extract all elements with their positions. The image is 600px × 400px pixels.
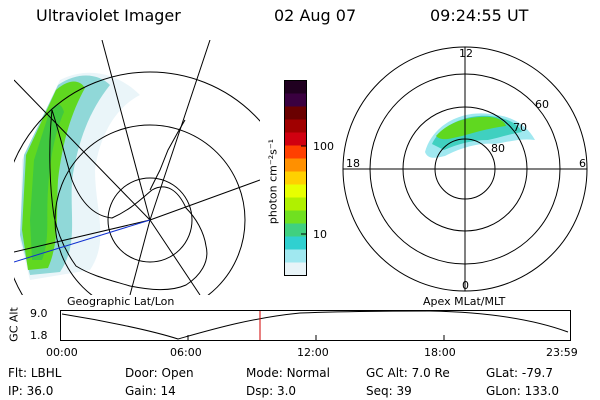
colorbar-band [284, 171, 307, 185]
mlat-label-60: 60 [535, 98, 549, 111]
colorbar-band [284, 236, 307, 250]
colorbar-band [284, 93, 307, 107]
colorbar-band [284, 158, 307, 172]
altitude-ylabel: GC Alt [7, 307, 21, 342]
info-mode: Mode: Normal [246, 366, 330, 380]
info-glon: GLon: 133.0 [486, 384, 559, 398]
colorbar-band [284, 249, 307, 263]
colorbar-band [284, 223, 307, 237]
colorbar-band [284, 210, 307, 224]
observation-date: 02 Aug 07 [274, 6, 357, 25]
info-gain: Gain: 14 [125, 384, 176, 398]
colorbar-band [284, 184, 307, 198]
colorbar-band [284, 119, 307, 133]
altitude-plot [60, 310, 571, 341]
altitude-xtick-2359: 23:59 [546, 346, 578, 359]
colorbar-band [284, 197, 307, 211]
mlt-label-12: 12 [459, 47, 473, 60]
altitude-xtick-0000: 00:00 [46, 346, 78, 359]
polar-mlat-mlt-map [342, 46, 588, 292]
colorbar-tick-100: 100 [313, 140, 334, 153]
info-flt: Flt: LBHL [8, 366, 62, 380]
mlt-label-6: 6 [579, 157, 586, 170]
altitude-xtick-1800: 18:00 [424, 346, 456, 359]
mlt-label-18: 18 [346, 157, 360, 170]
instrument-title: Ultraviolet Imager [36, 6, 181, 25]
observation-time: 09:24:55 UT [430, 6, 529, 25]
altitude-ytick-high: 9.0 [30, 307, 48, 320]
info-gc-alt: GC Alt: 7.0 Re [366, 366, 450, 380]
colorbar-band [284, 106, 307, 120]
altitude-xtick-0600: 06:00 [170, 346, 202, 359]
info-dsp: Dsp: 3.0 [246, 384, 297, 398]
info-ip: IP: 36.0 [8, 384, 54, 398]
colorbar-tick-10: 10 [313, 228, 327, 241]
mlat-label-80: 80 [491, 142, 505, 155]
altitude-ytick-low: 1.8 [30, 329, 48, 342]
mlt-label-0: 0 [462, 279, 469, 292]
colorbar [284, 80, 307, 276]
altitude-xtick-1200: 12:00 [297, 346, 329, 359]
colorbar-band [284, 145, 307, 159]
colorbar-unit-label: photon cm⁻²s⁻¹ [266, 138, 280, 225]
mlat-label-70: 70 [513, 121, 527, 134]
colorbar-band [284, 80, 307, 94]
info-door: Door: Open [125, 366, 194, 380]
colorbar-band [284, 132, 307, 146]
info-glat: GLat: -79.7 [486, 366, 553, 380]
polar-map-label: Apex MLat/MLT [423, 295, 506, 308]
colorbar-band [284, 262, 307, 276]
info-seq: Seq: 39 [366, 384, 412, 398]
geographic-map-label: Geographic Lat/Lon [67, 295, 175, 308]
geographic-map [14, 40, 260, 295]
